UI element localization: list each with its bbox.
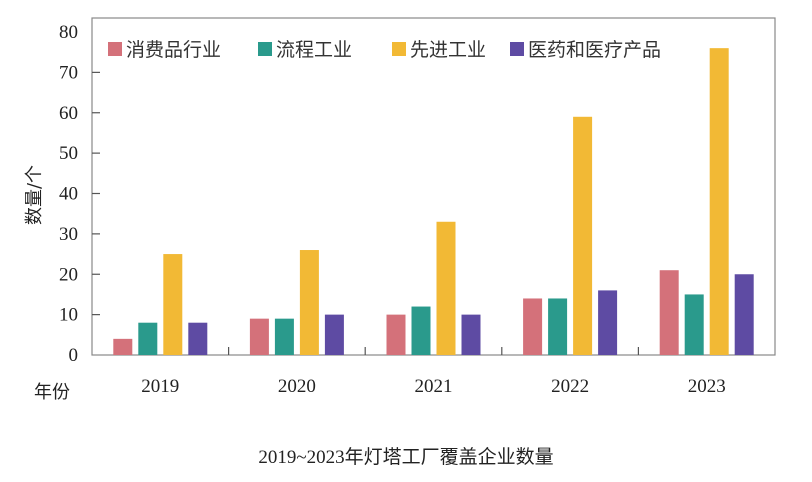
legend-swatch [108, 42, 122, 56]
bar [274, 318, 294, 355]
bar [436, 221, 456, 355]
y-tick-label: 40 [59, 184, 78, 205]
legend: 消费品行业 流程工业 先进工业 医药和医疗产品 [108, 39, 661, 61]
bars [113, 48, 754, 356]
bar [548, 298, 568, 355]
legend-label: 医药和医疗产品 [528, 39, 661, 61]
legend-label: 消费品行业 [126, 39, 221, 61]
bar [523, 298, 543, 355]
legend-swatch [510, 42, 524, 56]
bar [684, 294, 704, 355]
bar [709, 48, 729, 356]
bar [188, 322, 208, 355]
bar [598, 290, 618, 355]
bar [461, 314, 481, 355]
y-tick-label: 10 [59, 305, 78, 326]
y-tick-label: 0 [69, 345, 79, 366]
legend-swatch [258, 42, 272, 56]
bar [113, 338, 133, 355]
bar [299, 250, 319, 355]
y-tick-label: 60 [59, 103, 78, 124]
bar [734, 274, 754, 355]
bar [411, 306, 431, 355]
x-tick-label: 2019 [141, 376, 179, 397]
bar [573, 116, 593, 355]
x-tick-label: 2021 [415, 376, 453, 397]
y-tick-label: 30 [59, 224, 78, 245]
x-tick-label: 2020 [278, 376, 316, 397]
bar [163, 254, 183, 355]
legend-label: 流程工业 [276, 39, 352, 61]
y-tick-label: 20 [59, 264, 78, 285]
x-tick-label: 2023 [688, 376, 726, 397]
bar [138, 322, 158, 355]
y-axis-label: 数量/个 [24, 165, 45, 225]
chart-title: 2019~2023年灯塔工厂覆盖企业数量 [258, 447, 554, 468]
bar [386, 314, 406, 355]
y-tick-label: 80 [59, 22, 78, 43]
x-tick-label: 2022 [551, 376, 589, 397]
legend-swatch [392, 42, 406, 56]
x-axis-label: 年份 [34, 382, 70, 403]
bar [249, 318, 269, 355]
bar [324, 314, 344, 355]
bar [659, 270, 679, 355]
plot-frame [91, 17, 776, 356]
y-tick-label: 50 [59, 143, 78, 164]
legend-label: 先进工业 [410, 39, 486, 61]
axes: 0 10 20 30 40 50 60 70 80 2019 2020 2021 2022 2023 [59, 17, 776, 397]
y-tick-label: 70 [59, 62, 78, 83]
